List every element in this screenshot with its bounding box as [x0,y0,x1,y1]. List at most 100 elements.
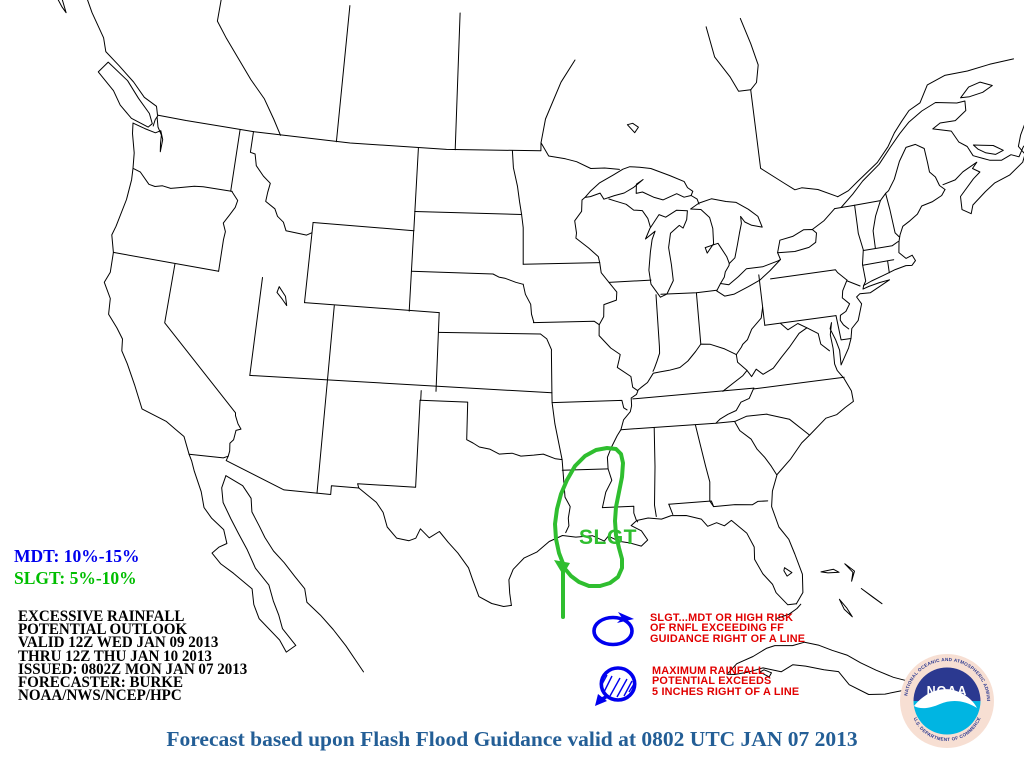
map-path-line111 [304,222,314,304]
risk-legend-max-rainfall: MAXIMUM RAINFALL POTENTIAL EXCEEDS 5 INC… [652,665,804,698]
hatch-pattern [601,674,635,698]
map-path-ia_mo [533,320,600,326]
map-path-va_ky [722,369,748,392]
map-path-puget [132,116,164,153]
max-rainfall-icon [595,666,637,706]
map-path-gbahama [820,568,840,574]
map-path-wi_il [608,279,652,283]
map-path-co_e [435,312,440,392]
map-path-ut_co [326,305,335,385]
map-path-in_oh [695,292,702,345]
risk-legend-line: SLGT...MDT OR HIGH RISK [650,612,794,624]
map-path-on_qc [750,89,839,198]
risk-legend-line: OF RNFL EXCEEDING FF [650,622,784,635]
map-path-line42 [112,251,220,272]
map-path-ab_sk [335,5,351,143]
map-path-atlantic [771,189,946,605]
map-path-abaco [844,563,855,582]
slgt-contour-arrowhead-icon [554,560,570,575]
map-path-potomac [780,322,830,352]
map-path-ontario_lk [777,229,817,254]
map-path-id_mt [249,131,313,236]
noaa-logo-sea [913,701,981,735]
map-path-mn_w [511,150,524,265]
map-path-ok_w [420,390,422,401]
map-path-ny_nj [846,280,861,287]
map-path-ohio_riv [637,306,764,391]
map-path-sc_ga [734,421,778,476]
map-path-ar_la [561,468,609,471]
map-path-niagara [777,252,781,260]
map-path-pei [972,144,1004,155]
map-path-mex_main [225,475,364,673]
map-path-fl_n [668,500,769,508]
map-path-ne_ks [437,331,541,335]
map-path-mb_on [540,59,576,144]
map-path-va_nc [753,376,845,390]
map-path-erie [716,259,781,297]
risk-legend-line: 5 INCHES RIGHT OF A LINE [652,685,800,698]
risk-line-icon [592,612,634,647]
map-path-ut_nv [249,277,263,376]
risk-legend-line: GUIDANCE RIGHT OF A LINE [650,632,806,645]
map-path-bc_ab [216,0,281,136]
info-line: POTENTIAL OUTLOOK [18,621,188,639]
risk-legend-line: MAXIMUM RAINFALL [652,665,765,677]
map-path-sk_mb [454,12,461,151]
map-path-oh_pa [758,274,766,326]
legend-slgt: SLGT: 5%-10% [14,568,137,588]
map-path-jbay_w [705,26,752,92]
map-path-ma_n [862,241,899,251]
map-path-mi_s [660,289,718,295]
map-path-la_ms [601,505,639,523]
map-path-jbay_e [739,17,759,91]
map-path-huron [690,198,763,264]
map-path-del_riv [839,279,851,330]
map-path-az_nm [316,383,328,494]
map-path-gsl [276,286,288,307]
map-path-ct_ri [887,260,890,274]
slgt-contour-line [553,446,625,588]
risk-legend-line: POTENTIAL EXCEEDS [652,675,772,688]
map-path-michigan [645,209,688,298]
map-path-ks_mo [540,333,553,394]
info-line: THRU 12Z THU JAN 10 2013 [18,647,212,665]
map-path-stclair [720,263,730,284]
map-path-stmarys [690,195,700,205]
map-path-al_ms [653,427,657,517]
map-path-nd_sd [414,211,523,215]
map-path-wi_mi [608,198,651,228]
map-path-nc_tn [715,387,755,424]
map-path-vt_nh [872,200,881,249]
hatched-circle-arrow-icon [595,694,607,706]
map-path-haida [57,0,67,14]
map-path-wa_or [132,167,233,192]
map-path-keys [776,603,802,619]
map-path-stlaw_north [837,58,1014,198]
map-path-mn_ia [522,262,601,265]
map-path-anticosti [960,81,993,99]
map-path-line35 [620,420,736,431]
map-path-nipigon [626,122,639,134]
map-path-ma_s [862,259,895,266]
map-path-bc_coast [87,0,158,116]
map-path-superior [584,166,694,201]
map-path-stlaw_out [811,208,836,230]
noaa-ring-text-top: NATIONAL OCEANIC AND ATMOSPHERIC ADMINIS… [0,0,991,701]
product-info-block: EXCESSIVE RAINFALL POTENTIAL OUTLOOK VAL… [18,609,254,704]
map-path-mo_ar [551,399,628,411]
footer-caption: Forecast based upon Flash Flood Guidance… [166,727,858,751]
map-path-ny_pa [770,269,848,281]
map-path-or_id [218,190,239,272]
map-path-line41 [304,302,440,314]
map-path-ky_tn [632,387,755,400]
map-path-mt_wy [312,222,415,232]
map-path-tx_nm [357,399,421,489]
info-line: VALID 12Z WED JAN 09 2013 [18,634,219,652]
map-path-baja [188,453,297,653]
map-path-okeechobee [783,567,793,577]
map-path-canada49 [152,114,620,170]
noaa-seagull-icon [914,689,977,709]
